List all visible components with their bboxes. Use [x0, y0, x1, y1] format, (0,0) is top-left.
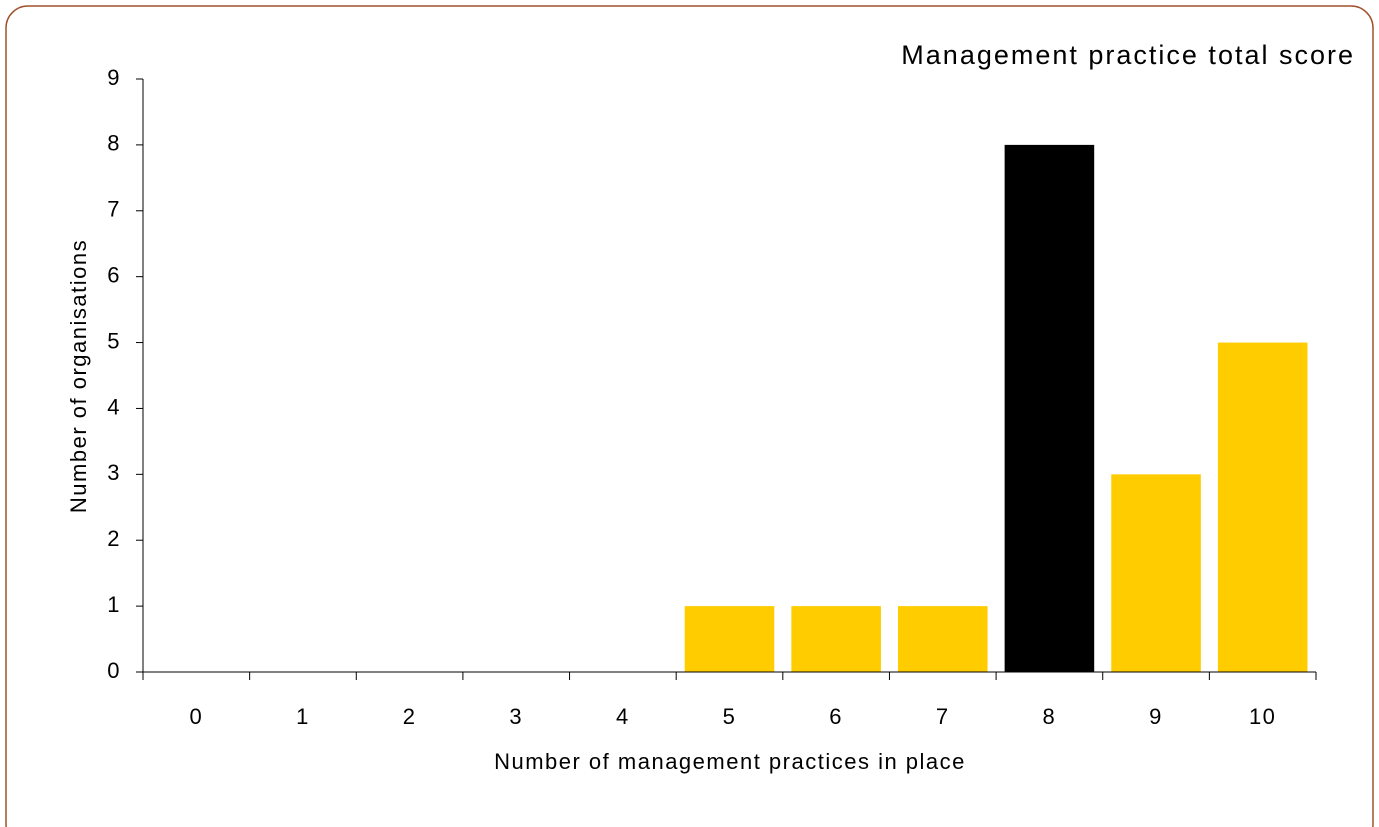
x-tick-label: 6 — [829, 704, 843, 729]
y-tick-label: 5 — [107, 328, 121, 353]
y-tick-label: 9 — [107, 65, 121, 90]
bar — [684, 606, 775, 672]
x-tick-label: 3 — [509, 704, 523, 729]
chart-title: Management practice total score — [901, 40, 1355, 70]
y-tick-label: 4 — [107, 394, 121, 419]
x-tick-label: 4 — [616, 704, 630, 729]
y-tick-label: 6 — [107, 262, 121, 287]
x-tick-label: 10 — [1249, 704, 1276, 729]
x-tick-label: 7 — [936, 704, 950, 729]
y-axis-label: Number of organisations — [66, 239, 91, 513]
x-tick-label: 2 — [403, 704, 417, 729]
y-tick-label: 1 — [107, 592, 121, 617]
bar — [897, 606, 988, 672]
x-tick-label: 1 — [296, 704, 310, 729]
bar — [791, 606, 881, 672]
bar — [1111, 474, 1201, 672]
x-tick-label: 8 — [1043, 704, 1057, 729]
y-tick-label: 0 — [107, 658, 121, 683]
y-tick-label: 7 — [107, 197, 121, 222]
x-axis-label: Number of management practices in place — [494, 749, 966, 774]
x-tick-label: 0 — [189, 704, 203, 729]
y-tick-label: 3 — [107, 460, 121, 485]
y-tick-label: 8 — [107, 131, 121, 156]
bar — [1004, 144, 1095, 672]
x-tick-label: 5 — [723, 704, 737, 729]
y-tick-label: 2 — [107, 526, 121, 551]
x-tick-label: 9 — [1149, 704, 1163, 729]
chart-frame — [5, 5, 1374, 827]
bar — [1217, 342, 1308, 672]
